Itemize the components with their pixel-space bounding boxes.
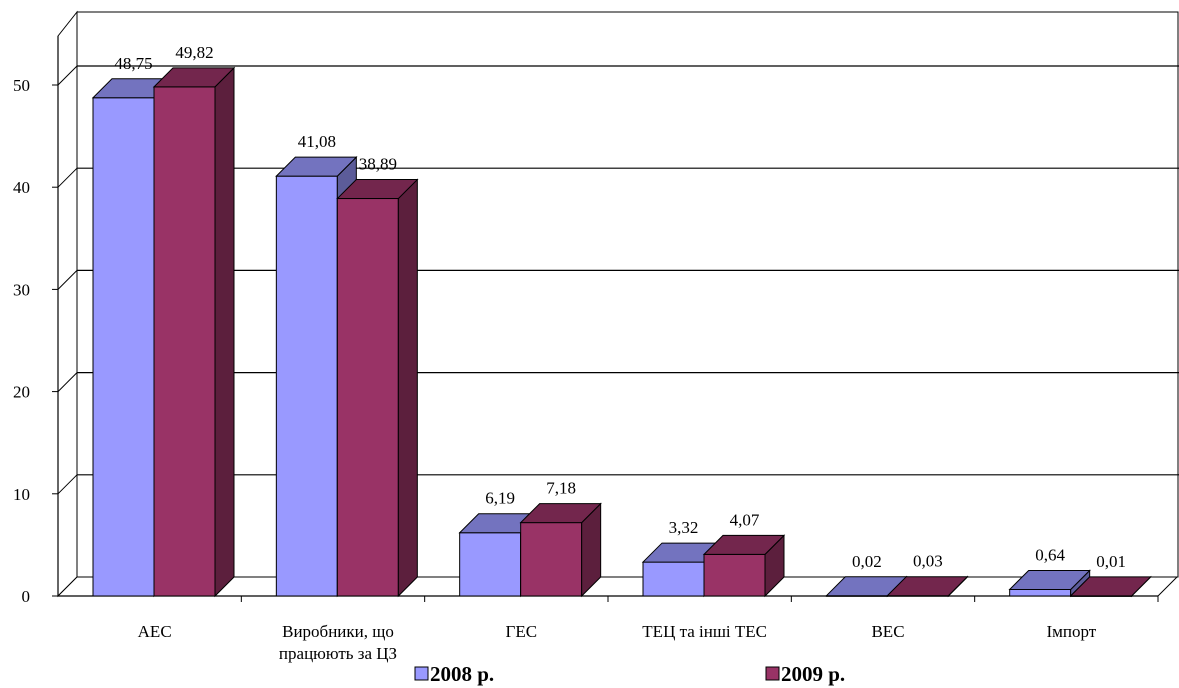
plot-back-wall <box>76 11 1179 578</box>
data-label: 48,75 <box>114 54 152 73</box>
x-tick-label-line: Виробники, що <box>282 622 394 641</box>
x-tick-label: АЕС <box>138 622 172 641</box>
gridline-side <box>57 65 78 86</box>
bar-top <box>152 67 236 88</box>
bar-top <box>702 534 786 555</box>
bar-front <box>1009 588 1072 597</box>
y-tick-label: 10 <box>13 485 30 504</box>
gridline-side <box>57 372 78 392</box>
y-tick-label: 20 <box>13 383 30 402</box>
legend-swatch <box>765 666 780 681</box>
x-tick-label-line: ГЕС <box>506 622 538 641</box>
bar-top <box>519 503 602 524</box>
legend-label: 2009 р. <box>781 662 845 686</box>
data-label: 4,07 <box>730 510 760 529</box>
bar-front <box>642 561 705 597</box>
bar-side <box>397 178 418 598</box>
data-label: 38,89 <box>359 155 397 174</box>
data-label: 0,01 <box>1096 552 1126 571</box>
bar-side <box>214 66 235 598</box>
x-tick-label: ТЕЦ та інші ТЕС <box>642 622 767 641</box>
y-tick-label: 0 <box>22 587 31 606</box>
bar-top <box>275 156 358 177</box>
y-tick-label: 30 <box>13 280 30 299</box>
x-tick-label: ГЕС <box>506 622 538 641</box>
data-label: 0,02 <box>852 552 882 571</box>
y-tick-label: 40 <box>13 178 30 197</box>
gridline-side <box>57 474 78 495</box>
bar-front <box>336 198 399 597</box>
data-label: 41,08 <box>298 132 336 151</box>
bar-front <box>520 522 583 597</box>
data-label: 0,03 <box>913 552 943 571</box>
bar-top <box>336 179 419 200</box>
x-tick-label-line: працюють за ЦЗ <box>279 644 397 663</box>
bar-front <box>459 532 522 597</box>
legend-swatch <box>414 666 429 681</box>
x-tick-label: Імпорт <box>1046 622 1096 641</box>
bar-top <box>1008 569 1091 590</box>
gridline-side <box>57 270 78 290</box>
gridline-side <box>57 167 78 188</box>
legend-label: 2008 р. <box>430 662 494 686</box>
bar-front <box>153 86 216 597</box>
bar-top <box>886 576 969 597</box>
x-tick-label-line: ТЕЦ та інші ТЕС <box>642 622 767 641</box>
x-tick-label-line: Імпорт <box>1046 622 1096 641</box>
data-label: 7,18 <box>546 479 576 498</box>
x-tick-label-line: АЕС <box>138 622 172 641</box>
bar-top <box>1069 576 1152 597</box>
data-label: 3,32 <box>669 518 699 537</box>
plot-side-wall <box>57 10 78 598</box>
x-tick-label: ВЕС <box>871 622 904 641</box>
y-tick-label: 50 <box>13 76 30 95</box>
data-label: 49,82 <box>175 43 213 62</box>
bar-front <box>92 97 155 597</box>
data-label: 0,64 <box>1035 545 1065 564</box>
bar-front <box>275 175 338 597</box>
bar-front <box>703 553 766 597</box>
x-tick-label: Виробники, що працюють за ЦЗ <box>279 622 397 663</box>
data-label: 6,19 <box>485 489 515 508</box>
x-tick-label-line: ВЕС <box>871 622 904 641</box>
